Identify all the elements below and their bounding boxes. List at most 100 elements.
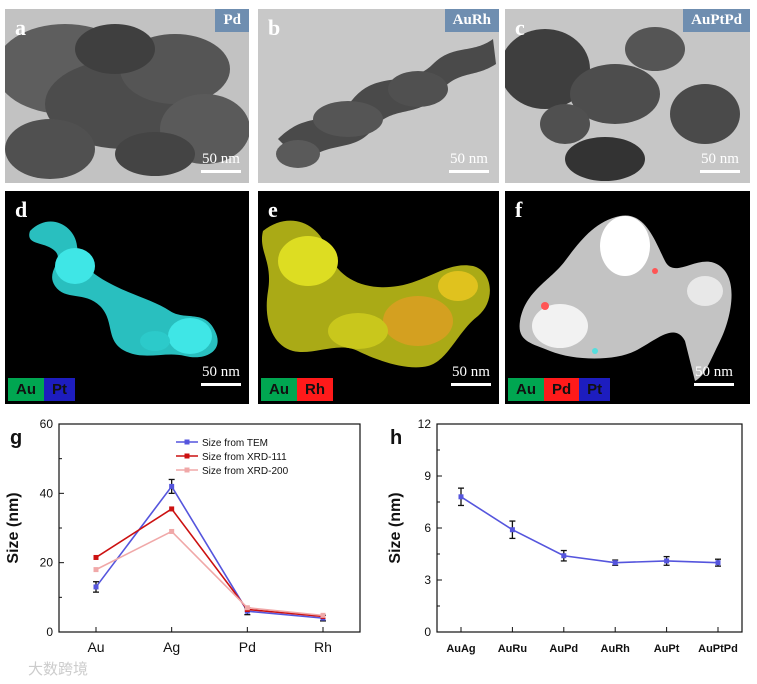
y-tick-label: 3 [424, 573, 431, 587]
legend-au: Au [508, 378, 544, 401]
scale-text: 50 nm [202, 364, 240, 380]
tem-image-a [5, 9, 249, 183]
legend-label: Size from XRD-111 [202, 452, 287, 463]
panel-letter: b [268, 15, 281, 40]
data-point [244, 605, 250, 611]
y-tick-label: 0 [46, 625, 53, 639]
eds-map-d [29, 221, 218, 358]
data-point [509, 527, 515, 533]
element-label: AuPtPd [683, 9, 750, 32]
eds-map-e [261, 220, 490, 368]
scale-bar: 50 nm [201, 364, 241, 386]
data-point [169, 506, 175, 512]
scale-line [201, 383, 241, 386]
chart-h: h 0 3 6 9 12 AuAg AuRu AuPd AuRh AuPt AuPtPd Size (… [387, 417, 743, 655]
legend-au: Au [8, 378, 44, 401]
data-point [664, 558, 670, 564]
scale-bar: 50 nm [694, 364, 734, 386]
plot-frame [436, 423, 743, 633]
element-legend: Au Pt [8, 378, 75, 401]
eds-map-f [519, 215, 732, 381]
scale-line [694, 383, 734, 386]
panel-letter-g: g [10, 427, 22, 449]
scale-text: 50 nm [701, 151, 739, 167]
watermark: 大数跨境 [28, 660, 89, 678]
x-tick-label: AuPtPd [698, 643, 738, 655]
y-tick-label: 40 [40, 486, 54, 500]
legend-marker [184, 467, 190, 473]
y-tick-label: 9 [424, 469, 431, 483]
y-tick-label: 6 [424, 521, 431, 535]
x-tick-label: Rh [314, 639, 332, 655]
panel-e: e 50 nm Au Rh [258, 191, 499, 404]
element-label: Pd [215, 9, 249, 32]
panel-letter: a [15, 15, 26, 40]
data-point [93, 584, 99, 590]
legend-label: Size from TEM [202, 438, 268, 449]
legend-pt: Pt [579, 378, 611, 401]
scale-line [201, 170, 241, 173]
scale-bar: 50 nm [451, 364, 491, 386]
panel-a: a Pd 50 nm [5, 9, 249, 183]
x-tick-label: Au [87, 639, 104, 655]
x-tick-label: AuRu [498, 643, 527, 655]
data-point [93, 554, 99, 560]
panel-letter: c [515, 15, 525, 40]
panel-letter: d [15, 197, 28, 222]
legend-pt: Pt [44, 378, 75, 401]
panel-letter: e [268, 197, 278, 222]
data-point [93, 567, 99, 573]
x-tick-label: AuAg [446, 643, 475, 655]
x-tick-label: AuPd [549, 643, 578, 655]
y-tick-label: 12 [418, 417, 432, 431]
element-legend: Au Pd Pt [508, 378, 611, 401]
scale-line [700, 170, 740, 173]
x-tick-label: AuRh [601, 643, 631, 655]
element-legend: Au Rh [261, 378, 333, 401]
data-point [612, 560, 618, 566]
legend-marker [184, 453, 190, 459]
scale-bar: 50 nm [700, 151, 740, 173]
x-tick-label: Ag [163, 639, 180, 655]
legend-pd: Pd [544, 378, 580, 401]
y-tick-label: 0 [424, 625, 431, 639]
x-tick-label: Pd [239, 639, 256, 655]
chart-g: g 0 20 40 60 Au Ag Pd Rh Size (nm) Size from TEM S… [5, 417, 361, 655]
data-point [169, 483, 175, 489]
y-tick-label: 20 [40, 556, 54, 570]
scale-line [451, 383, 491, 386]
scale-text: 50 nm [450, 151, 488, 167]
data-point [715, 560, 721, 566]
y-tick-label: 60 [40, 417, 54, 431]
scale-text: 50 nm [202, 151, 240, 167]
scale-line [449, 170, 489, 173]
panel-c: c AuPtPd 50 nm [505, 9, 750, 183]
scale-text: 50 nm [452, 364, 490, 380]
tem-image-c [505, 9, 750, 183]
panel-letter: f [515, 197, 523, 222]
panel-d: d 50 nm Au Pt [5, 191, 249, 404]
data-point [169, 528, 175, 534]
data-point [458, 494, 464, 500]
legend-label: Size from XRD-200 [202, 466, 289, 477]
series-line [95, 530, 324, 617]
panel-f: f 50 nm Au Pd Pt [505, 191, 750, 404]
series-line [460, 496, 719, 564]
series-line [95, 507, 324, 618]
y-axis-label: Size (nm) [5, 492, 22, 563]
panel-b: b AuRh 50 nm [258, 9, 499, 183]
data-point [320, 612, 326, 618]
scale-bar: 50 nm [201, 151, 241, 173]
series-line [95, 484, 324, 619]
legend-rh: Rh [297, 378, 333, 401]
scale-bar: 50 nm [449, 151, 489, 173]
panel-letter-h: h [390, 427, 402, 449]
scale-text: 50 nm [695, 364, 733, 380]
data-point [561, 553, 567, 559]
element-label: AuRh [444, 9, 499, 32]
x-tick-label: AuPt [654, 643, 680, 655]
tem-image-b [258, 9, 499, 183]
legend-marker [184, 439, 190, 445]
legend-au: Au [261, 378, 297, 401]
y-axis-label: Size (nm) [387, 492, 404, 563]
